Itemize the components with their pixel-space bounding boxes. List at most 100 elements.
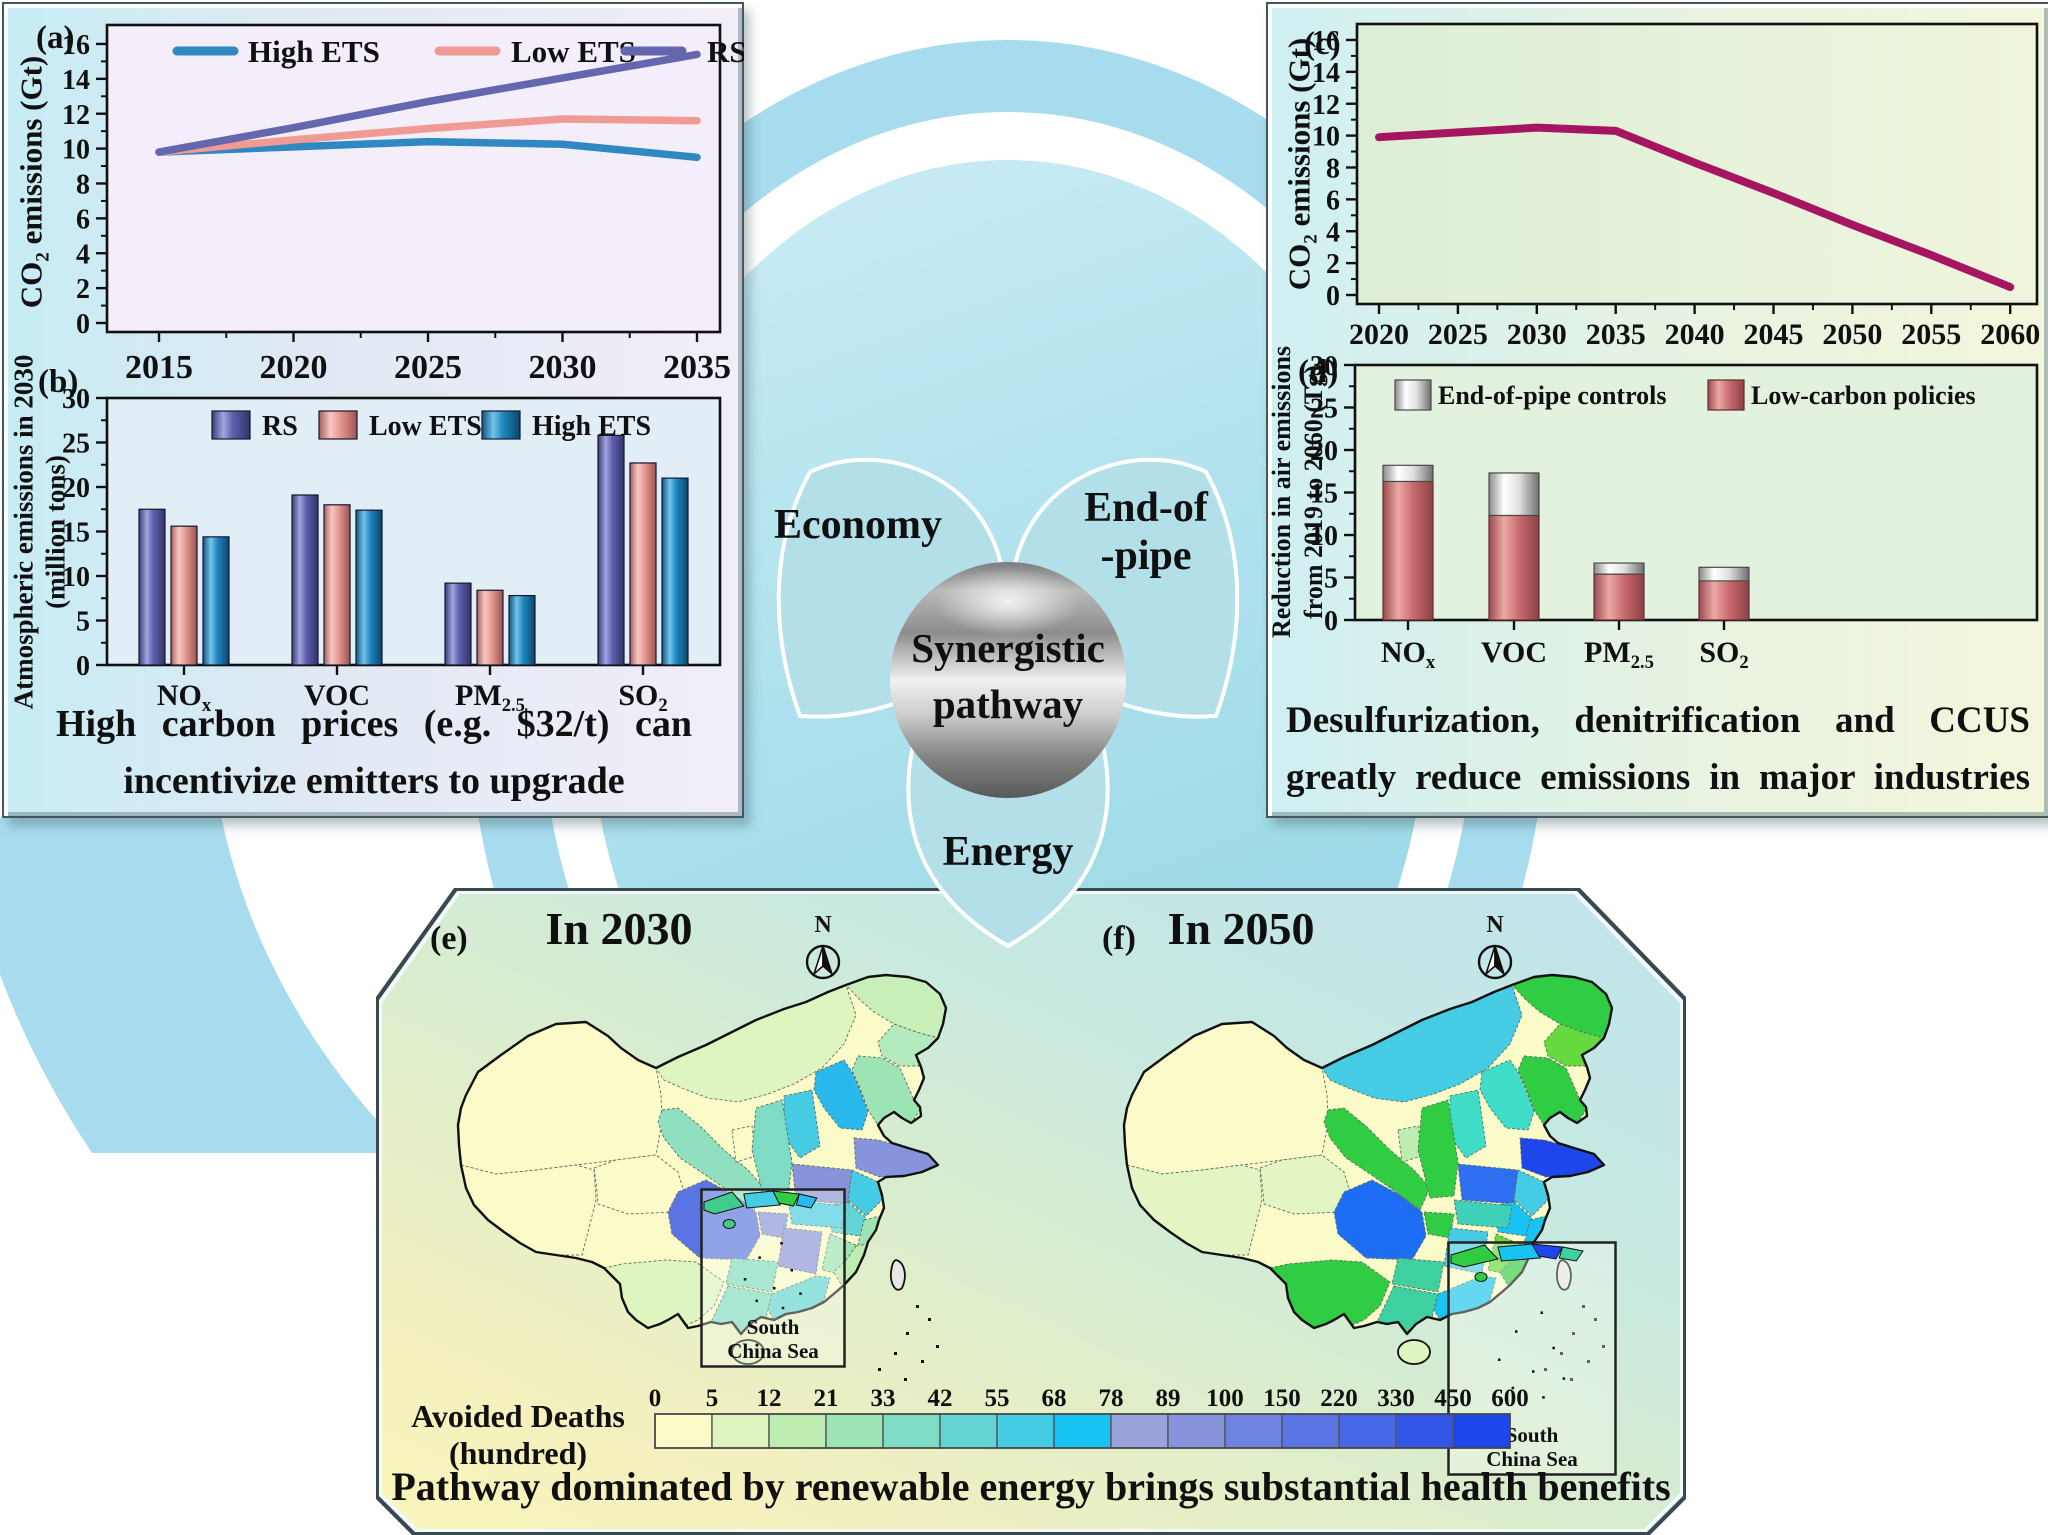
- colorbar-cell: [1395, 1413, 1454, 1449]
- caption-right-line1: Desulfurization, denitrification and CCU…: [1286, 700, 2030, 741]
- bar-end-of-pipe: [1488, 472, 1540, 517]
- x-tick-label: 2025: [394, 349, 462, 386]
- label-end-of-line1: End-of: [1084, 485, 1208, 531]
- province-taiwan: [890, 1259, 906, 1291]
- colorbar-cell: [1338, 1413, 1397, 1449]
- compass-needle-east: [822, 945, 834, 977]
- colorbar-tick-label: 89: [1156, 1386, 1181, 1412]
- inset-island-dot: [1498, 1358, 1501, 1361]
- x-tick-label: 2060: [1980, 318, 2040, 351]
- panel-letter-d: (d): [1298, 354, 1339, 390]
- y-tick-label: 14: [62, 65, 90, 96]
- island-dot: [921, 1360, 924, 1363]
- colorbar-cell: [1167, 1413, 1226, 1449]
- x-tick-label: 2055: [1901, 318, 1961, 351]
- inset-island-dot: [743, 1278, 747, 1281]
- chart-c-ylabel: CO2 emissions (Gt): [1281, 37, 1322, 291]
- island-dot: [1587, 1360, 1590, 1363]
- compass-n-label: N: [1486, 912, 1504, 938]
- province-ningxia: [731, 1125, 757, 1163]
- bar-High ETS: [661, 477, 689, 666]
- panel-ets-scenarios: 0 2 4 6 8 10 12 14 16 2015 2020 2025 2030 2035 High ET…: [2, 2, 744, 818]
- province-hunan: [777, 1227, 823, 1275]
- province-chongqing: [1423, 1211, 1455, 1239]
- china-map-2030: [456, 973, 948, 1381]
- island-dot: [936, 1345, 939, 1348]
- y-tick-label: 30: [1310, 356, 1338, 382]
- caption-right: Desulfurization, denitrification and CCU…: [1286, 692, 2030, 806]
- colorbar-tick-label: 220: [1320, 1386, 1358, 1412]
- category-label: VOC: [304, 679, 370, 712]
- x-tick-label: 2015: [125, 349, 193, 386]
- x-tick-label: 2025: [1428, 318, 1488, 351]
- province-qinghai: [1259, 1154, 1351, 1215]
- bar-High ETS: [355, 509, 383, 666]
- province-shandong: [853, 1137, 939, 1178]
- colorbar-tick-label: 21: [814, 1386, 839, 1412]
- bar-Low ETS: [170, 525, 198, 666]
- colorbar-tick-label: 42: [928, 1386, 953, 1412]
- province-qinghai: [593, 1154, 685, 1215]
- colorbar-tick-label: 55: [985, 1386, 1010, 1412]
- colorbar-tick-label: 5: [706, 1386, 719, 1412]
- y-tick-label: 4: [76, 239, 90, 270]
- legend-swatch-end-of-pipe: [1394, 379, 1432, 411]
- inset-label-line1: South: [747, 1315, 800, 1339]
- caption-right-line2: greatly reduce emissions in major indust…: [1286, 757, 2030, 798]
- island-dot: [904, 1378, 907, 1381]
- china-outline: [1122, 973, 1614, 1336]
- inset-coast-patch: [1450, 1244, 1499, 1268]
- province-ningxia: [1397, 1125, 1423, 1163]
- panel-letter-b: (b): [38, 364, 79, 400]
- bar-RS: [444, 582, 472, 666]
- inset-coast-patch: [743, 1190, 782, 1209]
- island-dot: [878, 1368, 881, 1371]
- x-tick-label: 2030: [1507, 318, 1567, 351]
- x-tick-label: 2020: [260, 349, 328, 386]
- y-tick-label: 10: [62, 135, 90, 166]
- colorbar-tick-label: 12: [757, 1386, 782, 1412]
- bar-low-carbon: [1382, 480, 1434, 621]
- bar-Low ETS: [629, 462, 657, 666]
- y-tick-label: 5: [76, 607, 90, 638]
- bar-Low ETS: [476, 589, 504, 666]
- y-tick-label: 15: [62, 518, 90, 549]
- chart-d-ylabel-line2: from 2019 to 2060 (Tg): [1299, 365, 1328, 619]
- x-tick-label: 2020: [1349, 318, 1409, 351]
- inset-island-dot: [758, 1256, 761, 1259]
- y-tick-label: 30: [62, 387, 90, 415]
- chart-reduction-stacked-bars: 0 5 10 15 20 25 30 NOx VOC PM2.5 SO2 End-of-pipe co…: [1310, 356, 2039, 673]
- inset-island-dot: [755, 1299, 758, 1303]
- plot-frame: [105, 23, 722, 334]
- legend-swatch-low-carbon: [1707, 379, 1745, 411]
- colorbar-cell: [882, 1413, 941, 1449]
- colorbar-tick-label: 0: [649, 1386, 662, 1412]
- province-hubei: [1453, 1199, 1513, 1229]
- bar-RS: [597, 434, 625, 666]
- y-tick-label: 14: [1312, 58, 1340, 89]
- map-legend-title: Avoided Deaths (hundred): [411, 1398, 625, 1471]
- x-tick-label: 2040: [1665, 318, 1725, 351]
- colorbar-cell: [825, 1413, 884, 1449]
- inset-island-dot: [1515, 1330, 1518, 1333]
- caption-left-line1: High carbon prices (e.g. $32/t) can: [56, 703, 692, 745]
- x-tick-label: 2035: [1586, 318, 1646, 351]
- province-jiangsu: [1513, 1169, 1549, 1217]
- province-henan: [791, 1163, 853, 1205]
- inset-island-dot: [773, 1287, 776, 1290]
- legend-label: Low-carbon policies: [1751, 381, 1976, 410]
- chart-b-ylabel-line2: (million tons): [40, 455, 71, 609]
- chart-emissions-2030-bars: 0 5 10 15 20 25 30 NOx VOC PM2.5 SO2 RS Low ETS High …: [62, 387, 722, 713]
- y-tick-label: 12: [1312, 90, 1340, 121]
- category-label: SO2: [618, 679, 667, 713]
- province-hainan: [731, 1339, 765, 1365]
- inset-island-dot: [1540, 1311, 1543, 1314]
- label-sphere-line1: Synergistic: [911, 625, 1105, 671]
- inset-island-dot: [1532, 1370, 1535, 1373]
- colorbar-tick-label: 100: [1206, 1386, 1244, 1412]
- colorbar-cell: [1281, 1413, 1340, 1449]
- compass-needle-east: [1494, 945, 1506, 977]
- province-henan: [1457, 1163, 1519, 1205]
- inset-island-dot: [780, 1242, 783, 1245]
